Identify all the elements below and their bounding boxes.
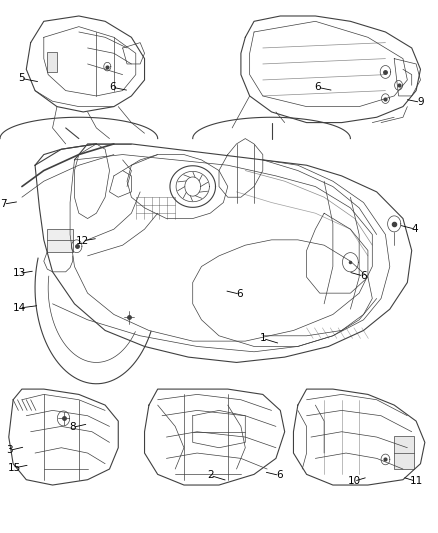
Text: 15: 15 [7,463,21,473]
Text: 13: 13 [13,269,26,278]
FancyBboxPatch shape [47,52,57,72]
Text: 5: 5 [18,74,25,83]
Text: 6: 6 [276,471,283,480]
Text: 3: 3 [6,446,13,455]
FancyBboxPatch shape [394,436,414,469]
Text: 2: 2 [207,471,214,480]
Text: 8: 8 [69,423,76,432]
Text: 11: 11 [410,477,423,486]
Text: 1: 1 [259,334,266,343]
Text: 6: 6 [110,83,117,92]
Text: 6: 6 [237,289,244,299]
Text: 12: 12 [76,236,89,246]
Text: 6: 6 [314,83,321,92]
Text: 14: 14 [13,303,26,313]
FancyBboxPatch shape [47,229,73,252]
Text: 10: 10 [347,477,360,486]
Text: 7: 7 [0,199,7,209]
Text: 9: 9 [417,98,424,107]
Text: 4: 4 [412,224,419,234]
Text: 6: 6 [360,271,367,281]
